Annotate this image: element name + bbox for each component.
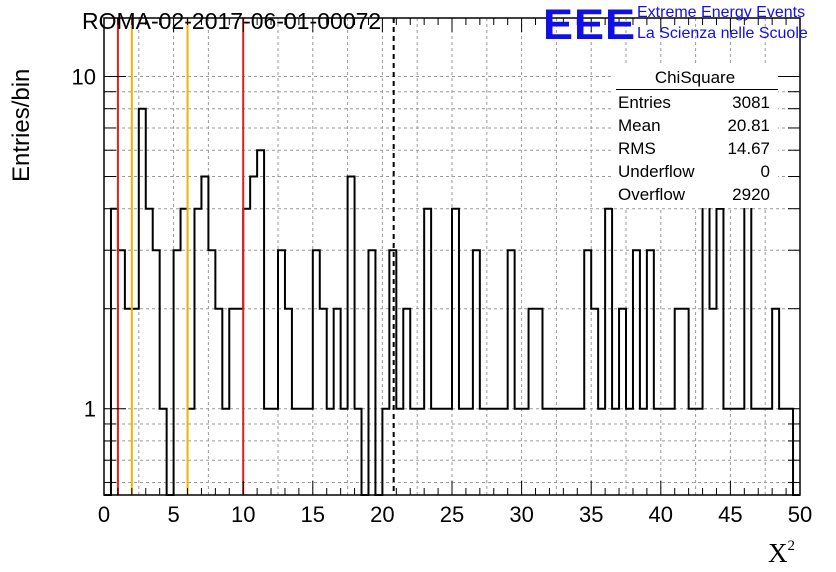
logo-line-2: La Scienza nelle Scuole bbox=[637, 25, 808, 42]
eee-logo: EEE bbox=[543, 0, 637, 49]
x-tick-label: 5 bbox=[167, 502, 179, 527]
marker-lines bbox=[116, 18, 395, 495]
x-tick-label: 25 bbox=[440, 502, 464, 527]
plot-frame bbox=[103, 17, 801, 496]
y-tick-label: 1 bbox=[84, 397, 96, 422]
stats-box: ChiSquare Entries 3081 Mean 20.81 RMS 14.67… bbox=[612, 64, 778, 208]
stats-title: ChiSquare bbox=[654, 68, 736, 87]
run-title: ROMA-02-2017-06-01-00072 bbox=[82, 8, 382, 34]
x-tick-label: 15 bbox=[301, 502, 325, 527]
stats-divider bbox=[616, 89, 778, 90]
x-tick-label: 30 bbox=[509, 502, 533, 527]
tick-labels: 0 5 10 15 20 25 30 35 40 45 50 1 10 bbox=[72, 65, 813, 527]
histogram-outline bbox=[104, 107, 800, 496]
x-tick-label: 40 bbox=[649, 502, 673, 527]
y-axis-label: Entries/bin bbox=[8, 68, 35, 182]
x-tick-label: 20 bbox=[370, 502, 394, 527]
x-tick-label: 35 bbox=[579, 502, 603, 527]
x-tick-label: 45 bbox=[718, 502, 742, 527]
x-axis-label: X2 bbox=[768, 538, 795, 568]
x-tick-label: 50 bbox=[788, 502, 812, 527]
logo-line-1: Extreme Energy Events bbox=[637, 4, 806, 21]
axis-ticks bbox=[103, 18, 801, 495]
y-tick-label: 10 bbox=[72, 65, 96, 90]
histogram-bars bbox=[104, 107, 800, 496]
x-tick-label: 0 bbox=[98, 502, 110, 527]
x-tick-label: 10 bbox=[231, 502, 255, 527]
